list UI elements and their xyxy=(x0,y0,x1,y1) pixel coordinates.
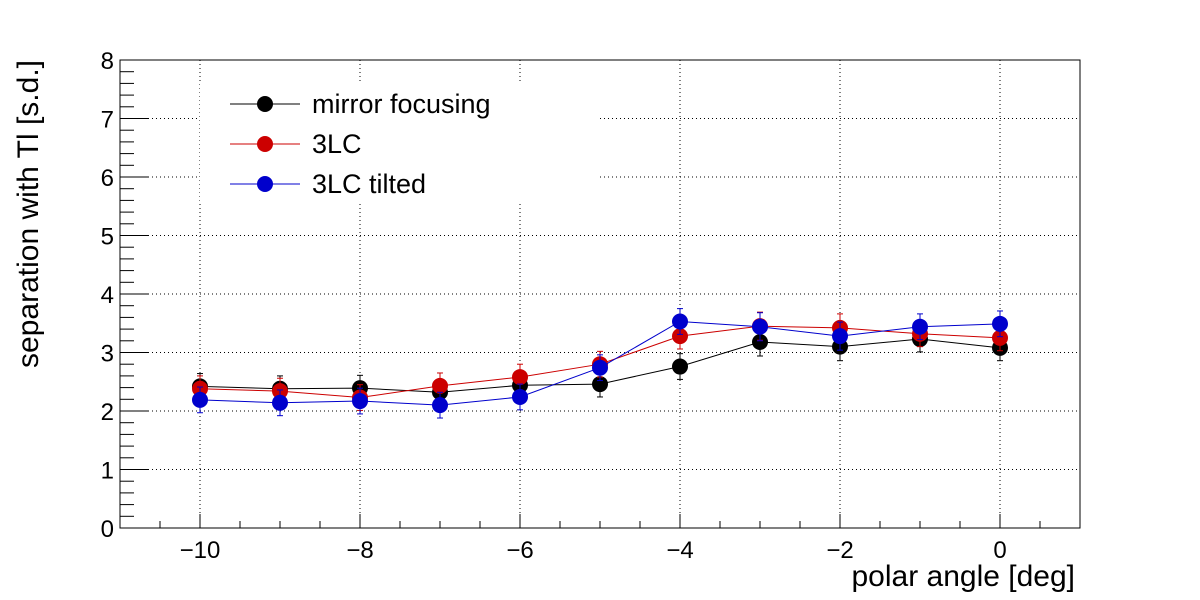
legend-label: mirror focusing xyxy=(312,89,491,119)
legend-label: 3LC tilted xyxy=(312,169,426,199)
data-point xyxy=(352,393,368,410)
x-tick-label: 0 xyxy=(993,537,1006,564)
series-layer xyxy=(192,308,1008,419)
data-point xyxy=(672,313,688,330)
legend-marker xyxy=(257,136,273,152)
legend-item: 3LC xyxy=(230,129,362,159)
legend-item: 3LC tilted xyxy=(230,169,426,199)
data-point xyxy=(912,318,928,335)
legend-marker xyxy=(257,96,273,112)
data-point xyxy=(672,358,688,375)
legend-marker xyxy=(257,176,273,192)
data-point xyxy=(992,315,1008,332)
y-axis-title: separation with Tl [s.d.] xyxy=(12,60,45,368)
y-tick-label: 5 xyxy=(101,224,114,251)
y-tick-label: 1 xyxy=(101,458,114,485)
data-point xyxy=(512,369,528,386)
axes: −10 −8 −6 −4 −2 0 0 1 2 3 4 5 6 7 8 xyxy=(101,48,1041,564)
legend: mirror focusing 3LC 3LC tilted xyxy=(200,82,600,204)
data-point xyxy=(752,333,768,350)
data-point xyxy=(672,328,688,345)
x-tick-label: −2 xyxy=(826,537,853,564)
y-tick-label: 4 xyxy=(101,282,114,309)
x-tick-label: −4 xyxy=(666,537,693,564)
data-point xyxy=(592,359,608,376)
data-point xyxy=(432,377,448,394)
data-point xyxy=(432,397,448,414)
data-point xyxy=(752,318,768,335)
data-point xyxy=(592,376,608,393)
data-point xyxy=(272,394,288,411)
data-point xyxy=(992,329,1008,346)
series-2 xyxy=(192,308,1008,419)
data-point xyxy=(192,391,208,408)
data-point xyxy=(512,388,528,405)
x-tick-label: −6 xyxy=(506,537,533,564)
y-tick-label: 2 xyxy=(101,399,114,426)
y-tick-label: 7 xyxy=(101,107,114,134)
y-tick-label: 0 xyxy=(101,516,114,543)
legend-label: 3LC xyxy=(312,129,362,159)
x-tick-label: −10 xyxy=(180,537,221,564)
y-tick-label: 6 xyxy=(101,165,114,192)
x-axis-title: polar angle [deg] xyxy=(851,560,1075,593)
y-tick-label: 8 xyxy=(101,48,114,75)
data-point xyxy=(832,328,848,345)
legend-item: mirror focusing xyxy=(230,89,491,119)
x-tick-label: −8 xyxy=(346,537,373,564)
y-tick-label: 3 xyxy=(101,341,114,368)
